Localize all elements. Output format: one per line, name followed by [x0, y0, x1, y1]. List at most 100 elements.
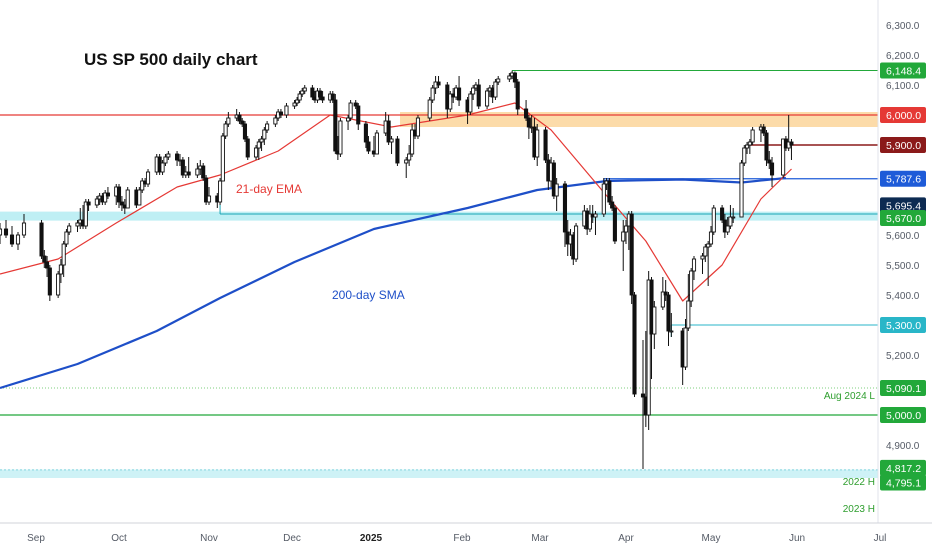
- price-tag-48172: 4,817.2: [880, 459, 926, 476]
- candle-body: [476, 84, 481, 107]
- candle-body: [448, 93, 453, 110]
- candle-body: [524, 108, 529, 119]
- x-tick-label: Feb: [453, 533, 471, 544]
- candle-body: [3, 228, 9, 236]
- x-tick-label: Nov: [200, 533, 218, 544]
- candle-body: [61, 243, 66, 266]
- price-tag-bg: [880, 137, 926, 153]
- candle-body: [742, 147, 747, 164]
- price-tag-bg: [880, 317, 926, 333]
- price-tag-label: 5,670.0: [886, 213, 921, 225]
- price-tag-label: 6,000.0: [886, 110, 921, 122]
- candle-body: [430, 87, 435, 101]
- candle-body: [67, 225, 72, 233]
- candle-body: [652, 306, 657, 335]
- candle-body: [160, 162, 165, 173]
- candle-body: [94, 198, 99, 206]
- candle-body: [386, 120, 391, 143]
- support-zone: [0, 211, 878, 221]
- candle-body: [310, 87, 315, 98]
- x-tick-label: Dec: [283, 533, 301, 544]
- y-tick-label: 5,500.0: [886, 261, 920, 272]
- candle-body: [366, 141, 371, 152]
- candle-body: [415, 117, 421, 137]
- candle-body: [284, 105, 289, 116]
- price-tag-60000: 6,000.0: [880, 107, 926, 123]
- candle-body: [21, 222, 27, 236]
- x-tick-label: Oct: [111, 533, 127, 544]
- y-tick-label: 5,200.0: [886, 351, 920, 362]
- price-tag-56700: 5,670.0: [880, 210, 926, 226]
- x-tick-label: Sep: [27, 533, 45, 544]
- candle-body: [245, 138, 250, 158]
- y-tick-label: 6,200.0: [886, 51, 920, 62]
- candle-body: [395, 138, 400, 164]
- x-tick-label: 2025: [360, 533, 383, 544]
- candle-body: [9, 234, 15, 245]
- candle-body: [86, 201, 91, 206]
- candle-body: [166, 153, 171, 158]
- candle-body: [56, 273, 61, 296]
- candle-body: [607, 180, 612, 203]
- candle-body: [389, 138, 394, 143]
- price-tag-label: 5,300.0: [886, 320, 921, 332]
- candle-body: [686, 300, 691, 329]
- candle-body: [119, 201, 124, 206]
- candle-body: [204, 177, 209, 203]
- zones-layer: [0, 112, 878, 478]
- candle-body: [317, 90, 323, 98]
- candle-body: [543, 129, 548, 161]
- candle-body: [58, 264, 63, 275]
- candle-body: [116, 186, 122, 203]
- candle-body: [485, 90, 490, 107]
- candle-body: [632, 294, 637, 395]
- candle-body: [145, 171, 151, 185]
- price-tag-59000: 5,900.0: [880, 137, 926, 153]
- x-tick-label: Mar: [531, 533, 549, 544]
- candle-body: [666, 294, 671, 332]
- candle-body: [346, 117, 351, 122]
- candle-body: [300, 90, 305, 95]
- candles-layer: [0, 70, 794, 469]
- candle-body: [175, 153, 180, 161]
- candle-body: [45, 261, 50, 269]
- candle-body: [256, 141, 261, 149]
- price-tag-53000: 5,300.0: [880, 317, 926, 333]
- price-tag-61484: 6,148.4: [880, 62, 926, 79]
- candle-body: [220, 135, 225, 182]
- candle-body: [292, 102, 297, 107]
- candle-body: [769, 162, 775, 176]
- sma-200-line: [0, 176, 787, 390]
- price-tag-label: 5,787.6: [886, 174, 921, 186]
- candle-body: [507, 75, 512, 80]
- candle-body: [731, 216, 736, 219]
- candle-body: [789, 141, 794, 146]
- candle-body: [353, 102, 358, 107]
- candle-body: [83, 201, 88, 227]
- candle-body: [262, 129, 267, 140]
- candle-body: [42, 255, 47, 263]
- candle-body: [457, 87, 462, 101]
- x-tick-label: Jul: [874, 533, 887, 544]
- chart-title: US SP 500 daily chart: [84, 50, 258, 69]
- candle-body: [273, 117, 278, 125]
- candle-body: [493, 81, 498, 98]
- price-tag-bg: [880, 459, 926, 476]
- candle-body: [610, 201, 615, 209]
- price-tag-bg: [880, 474, 926, 491]
- candle-body: [781, 138, 786, 176]
- candle-body: [767, 159, 772, 164]
- price-tag-56954: 5,695.4: [880, 197, 926, 214]
- candle-body: [720, 207, 725, 221]
- candle-body: [295, 99, 300, 104]
- candle-body: [407, 153, 412, 161]
- candle-body: [338, 120, 343, 155]
- price-tag-label: 6,148.4: [886, 65, 921, 77]
- candle-body: [515, 81, 520, 110]
- price-tag-label: 4,795.1: [886, 477, 921, 489]
- candle-body: [739, 162, 744, 218]
- 2022-2023-high-zone: [0, 469, 878, 478]
